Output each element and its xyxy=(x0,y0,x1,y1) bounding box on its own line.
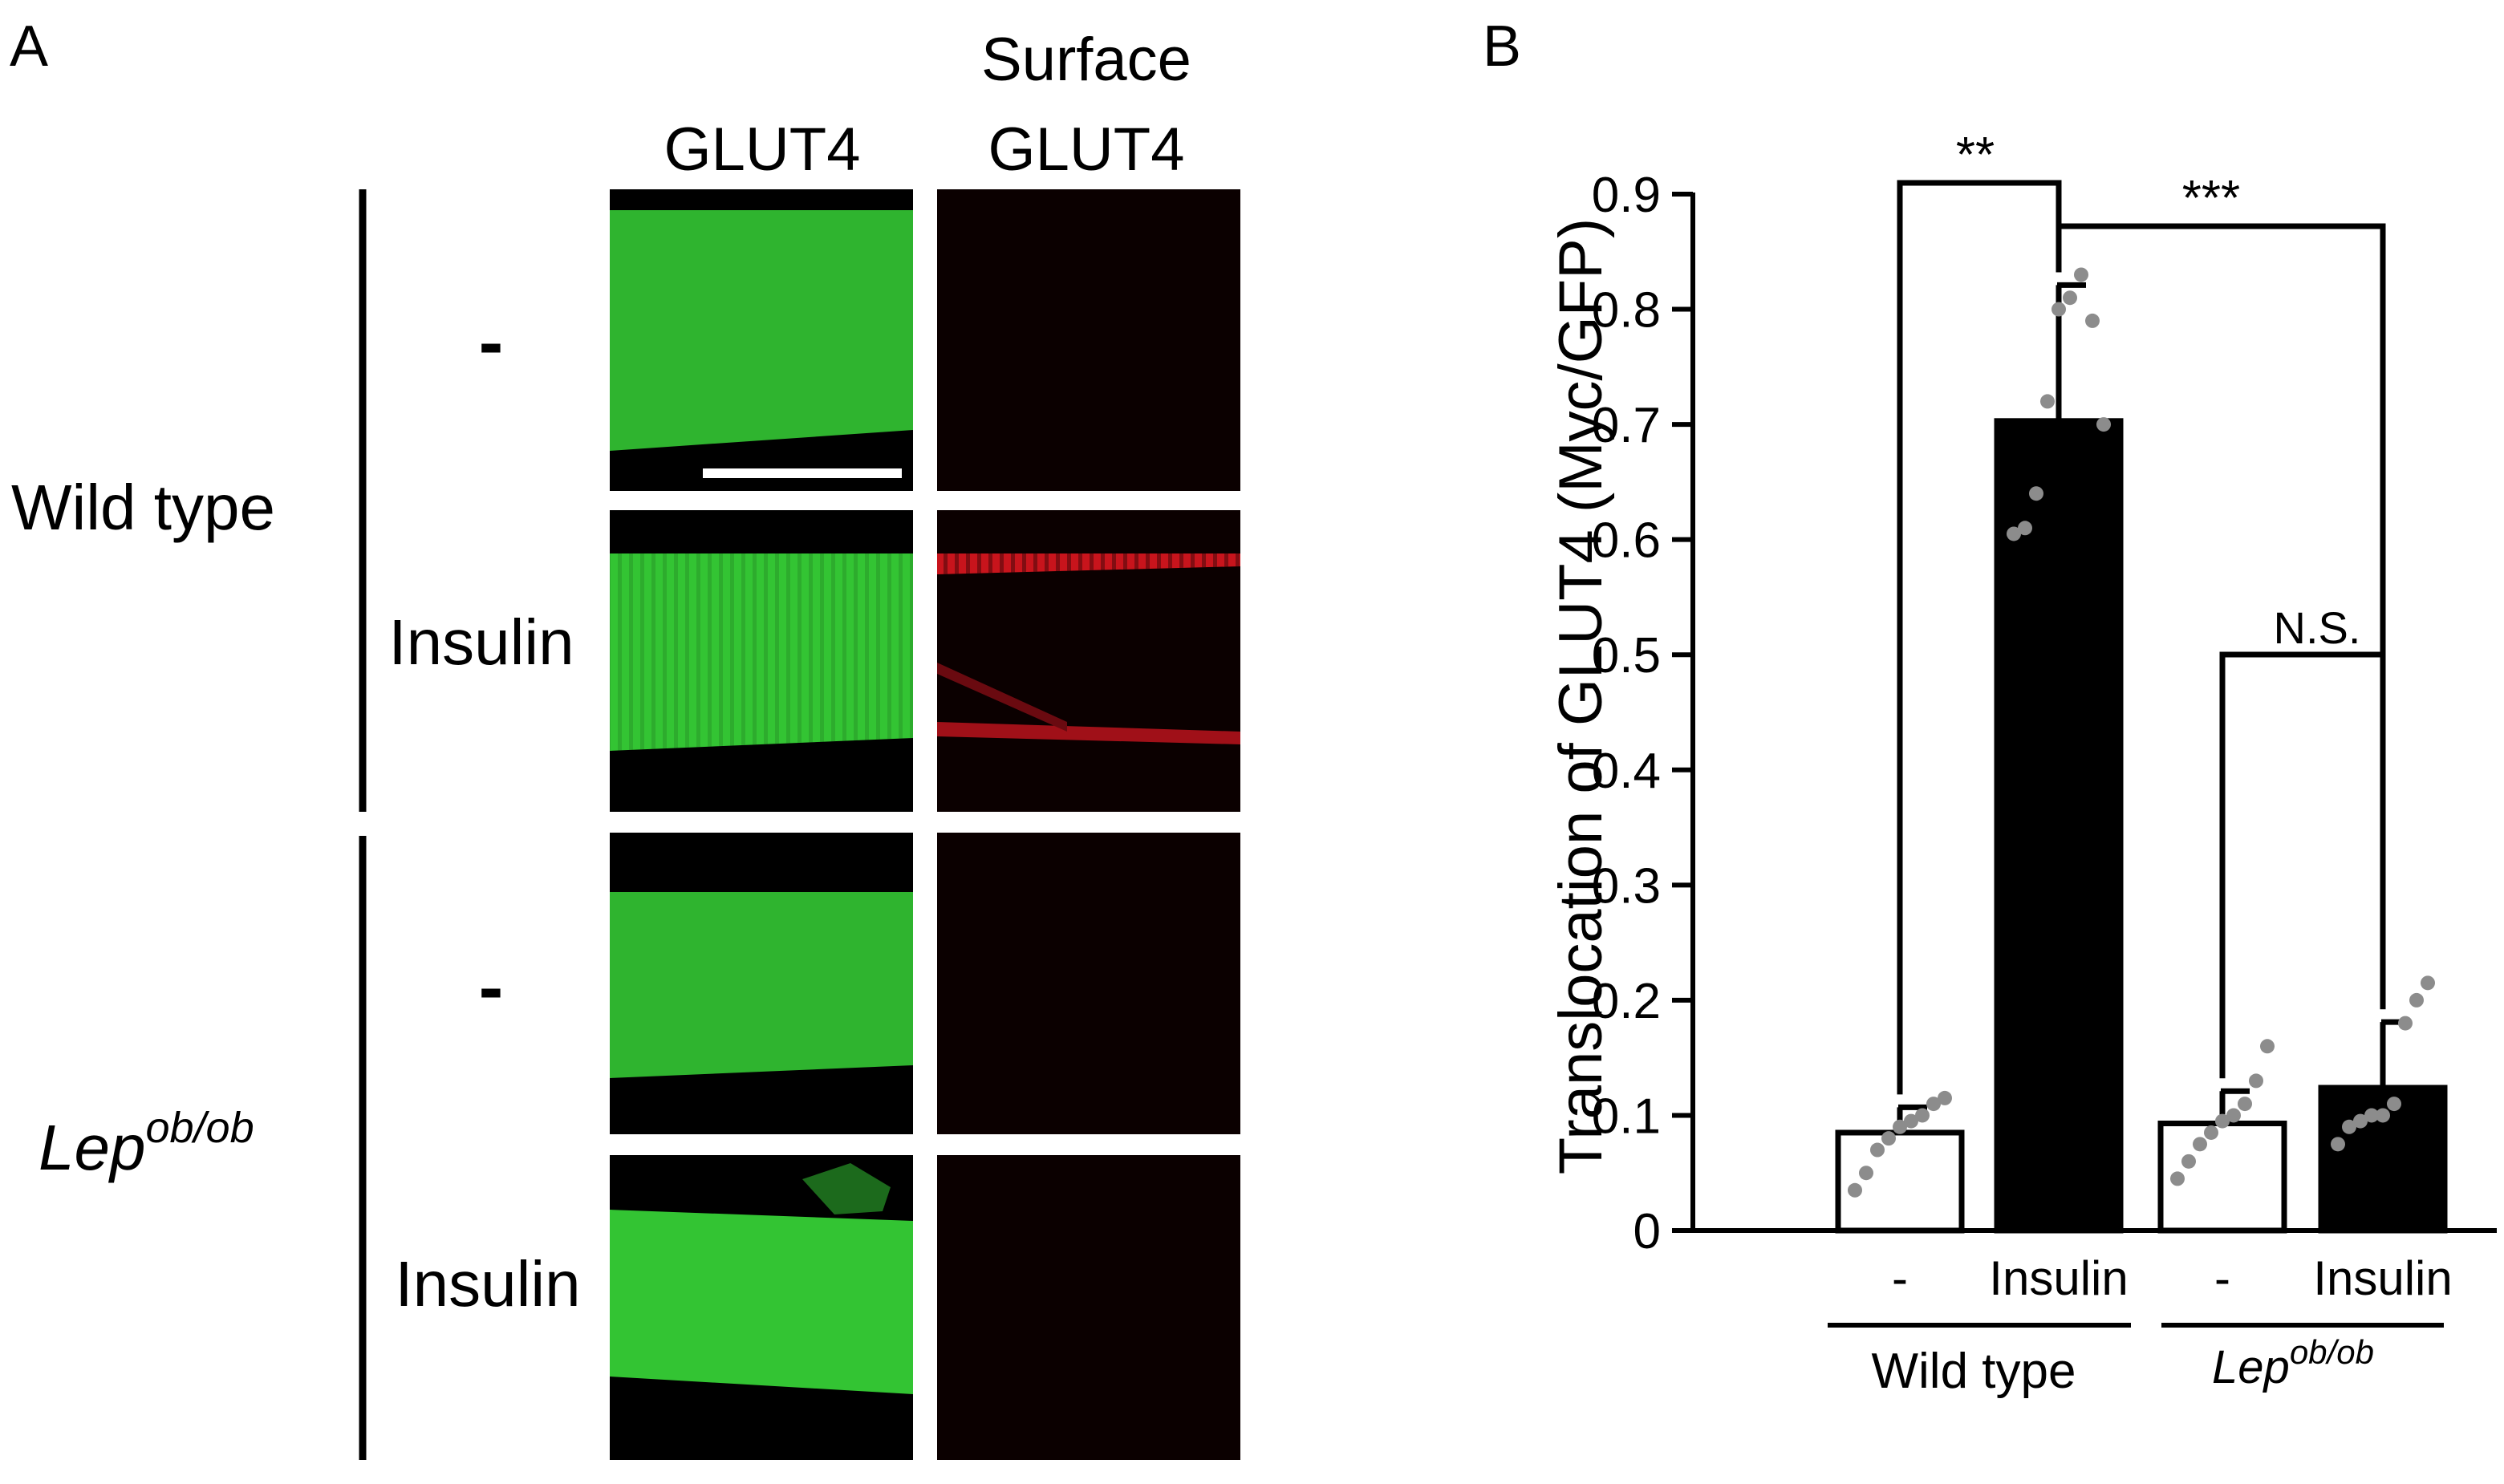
micrograph-surface-lep-insulin xyxy=(937,1155,1240,1460)
condition-label-lep-insulin: Insulin xyxy=(395,1248,580,1320)
y-tick-label: 0.8 xyxy=(1592,283,1661,339)
data-point xyxy=(2181,1154,2196,1169)
data-point xyxy=(2364,1108,2379,1123)
data-point xyxy=(2215,1113,2230,1129)
data-point xyxy=(2096,417,2111,432)
micrograph-glut4-lep-basal xyxy=(610,833,913,1134)
group-label-lep-base: Lep xyxy=(39,1112,145,1183)
data-point xyxy=(1870,1142,1885,1158)
significance-label: ** xyxy=(1956,128,1995,183)
condition-label-wt-insulin: Insulin xyxy=(388,606,574,678)
y-tick-label: 0.3 xyxy=(1592,858,1661,914)
data-point xyxy=(2029,486,2043,501)
data-point xyxy=(2074,267,2088,282)
scale-bar xyxy=(703,468,902,478)
y-tick-label: 0.9 xyxy=(1592,168,1661,223)
data-point xyxy=(2353,1113,2368,1129)
x-group-label-lep-base: Lep xyxy=(2212,1341,2290,1393)
y-tick-label: 0.4 xyxy=(1592,744,1661,799)
micrograph-surface-lep-basal xyxy=(937,833,1240,1134)
x-category-label: - xyxy=(2214,1251,2230,1305)
data-point xyxy=(2260,1039,2275,1054)
significance-bracket xyxy=(2056,223,2386,1010)
data-point xyxy=(2226,1108,2241,1123)
data-point xyxy=(1938,1090,1952,1105)
data-point xyxy=(1881,1131,1896,1146)
y-tick-label: 0.7 xyxy=(1592,398,1661,453)
y-axis-title: Translocation of GLUT4 (Myc/GFP) xyxy=(1547,218,1615,1174)
condition-label-lep-basal: - xyxy=(479,947,504,1028)
data-point xyxy=(2040,394,2055,409)
data-point xyxy=(2249,1073,2263,1089)
y-tick-label: 0.6 xyxy=(1592,513,1661,569)
data-point xyxy=(2204,1125,2218,1140)
data-point xyxy=(2007,526,2021,541)
data-point xyxy=(1915,1108,1930,1123)
micrograph-glut4-wt-insulin xyxy=(610,510,913,812)
column-header-surface-line1: Surface xyxy=(981,26,1191,94)
y-tick-label: 0.2 xyxy=(1592,974,1661,1029)
y-tick-label: 0 xyxy=(1633,1204,1661,1259)
micrograph-glut4-lep-insulin xyxy=(610,1155,913,1460)
data-point xyxy=(2376,1108,2390,1123)
x-group-label-lep: Lepob/ob xyxy=(2212,1333,2374,1393)
data-point xyxy=(1848,1182,1862,1198)
condition-label-wt-basal: - xyxy=(479,302,504,383)
data-point xyxy=(2018,521,2032,536)
x-category-label: Insulin xyxy=(2313,1251,2452,1305)
x-group-label-lep-sup: ob/ob xyxy=(2290,1333,2374,1371)
column-header-surface-line2: GLUT4 xyxy=(988,116,1185,184)
data-point xyxy=(2051,302,2066,317)
significance-bracket xyxy=(2219,651,2386,1079)
data-point xyxy=(2398,1016,2413,1031)
micrograph-surface-wt-insulin xyxy=(937,510,1240,812)
panel-a-letter: A xyxy=(10,14,48,79)
group-label-lep: Lepob/ob xyxy=(39,1104,254,1183)
data-point xyxy=(2331,1137,2345,1152)
significance-label: *** xyxy=(2182,171,2240,226)
bar xyxy=(1994,418,2124,1234)
micrograph-glut4-wt-basal xyxy=(610,189,913,491)
group-label-lep-sup: ob/ob xyxy=(145,1104,254,1152)
column-header-glut4: GLUT4 xyxy=(664,116,861,184)
y-tick-label: 0.5 xyxy=(1592,628,1661,683)
panel-b-letter: B xyxy=(1483,14,1521,79)
significance-label: N.S. xyxy=(2274,602,2361,653)
micrograph-surface-wt-basal xyxy=(937,189,1240,491)
data-point xyxy=(2421,975,2435,991)
x-category-label: Insulin xyxy=(1989,1251,2128,1305)
data-point xyxy=(1926,1097,1941,1112)
data-point xyxy=(2085,313,2100,328)
data-point xyxy=(2387,1097,2401,1112)
x-group-label-wild-type: Wild type xyxy=(1872,1344,2076,1399)
bar xyxy=(1835,1129,1965,1234)
data-point xyxy=(2342,1119,2356,1134)
bar-chart: 0 0.1 0.2 0.3 0.4 0.5 0.6 0.7 0.8 0.9 - Insulin - Ins… xyxy=(1592,128,2497,1399)
x-category-label: - xyxy=(1892,1251,1908,1305)
data-point xyxy=(1859,1166,1873,1181)
data-point xyxy=(1893,1119,1907,1134)
data-point xyxy=(2063,290,2077,306)
data-point xyxy=(2409,992,2424,1008)
data-point xyxy=(2170,1171,2185,1186)
y-tick-label: 0.1 xyxy=(1592,1089,1661,1144)
data-point xyxy=(2238,1097,2252,1112)
data-point xyxy=(2193,1137,2207,1152)
group-label-wild-type: Wild type xyxy=(11,472,275,543)
data-point xyxy=(1904,1113,1918,1129)
